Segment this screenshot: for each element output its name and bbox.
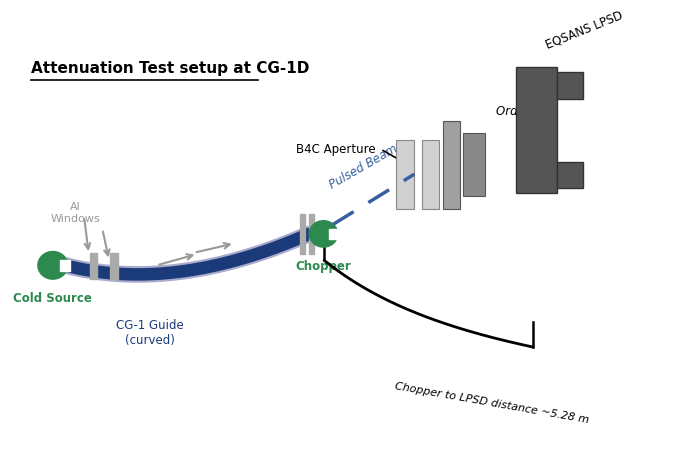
FancyBboxPatch shape: [557, 162, 582, 188]
FancyBboxPatch shape: [463, 133, 485, 196]
Text: Pulsed Beam: Pulsed Beam: [327, 142, 400, 192]
FancyBboxPatch shape: [60, 260, 70, 271]
Text: Attenuation Test setup at CG-1D: Attenuation Test setup at CG-1D: [31, 61, 310, 76]
FancyBboxPatch shape: [396, 139, 414, 209]
FancyBboxPatch shape: [422, 139, 439, 209]
FancyBboxPatch shape: [557, 72, 582, 99]
FancyBboxPatch shape: [443, 121, 460, 209]
FancyBboxPatch shape: [516, 67, 557, 193]
Text: Cold Source: Cold Source: [14, 292, 92, 305]
Circle shape: [38, 251, 68, 279]
FancyBboxPatch shape: [300, 214, 305, 254]
Text: CG-1 Guide
(curved): CG-1 Guide (curved): [116, 319, 184, 347]
FancyBboxPatch shape: [110, 253, 118, 279]
Circle shape: [309, 221, 338, 247]
Text: Chopper: Chopper: [295, 260, 351, 273]
FancyBboxPatch shape: [308, 214, 314, 254]
Text: Al
Windows: Al Windows: [50, 202, 100, 224]
FancyBboxPatch shape: [329, 229, 339, 239]
Text: EQSANS LPSD: EQSANS LPSD: [543, 9, 625, 51]
Text: Ordela BM: Ordela BM: [496, 105, 557, 118]
Text: B4C Aperture: B4C Aperture: [296, 143, 375, 156]
FancyBboxPatch shape: [90, 253, 97, 279]
Text: Chopper to LPSD distance ~5.28 m: Chopper to LPSD distance ~5.28 m: [395, 382, 590, 425]
